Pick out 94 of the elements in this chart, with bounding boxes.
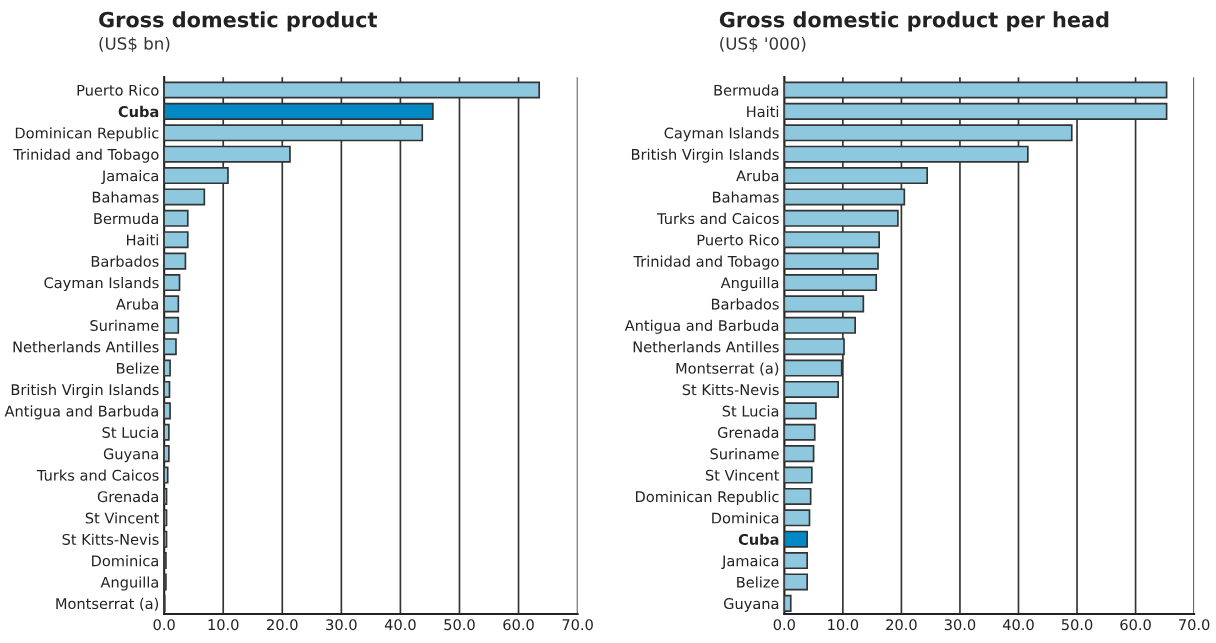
x-tick-label: 20.0 [267, 619, 298, 631]
chart-subtitle: (US$ bn) [99, 36, 170, 53]
y-tick-label: St Vincent [85, 512, 159, 524]
y-tick-label: Anguilla [100, 576, 158, 591]
y-tick-label: Puerto Rico [697, 234, 779, 246]
bar [164, 188, 206, 206]
y-tick-label: Dominican Republic [636, 490, 779, 505]
y-tick-label: Cuba [118, 105, 159, 118]
x-tick-label: 20.0 [886, 619, 917, 631]
y-tick-label: St Lucia [102, 426, 158, 438]
bar [164, 466, 169, 484]
y-tick-label: Suriname [90, 319, 159, 332]
y-tick-label: St Kitts-Nevis [62, 533, 159, 545]
y-tick-label: Trinidad and Tobago [633, 255, 779, 270]
y-tick-label: Jamaica [721, 555, 779, 570]
y-tick-label: Haiti [127, 234, 158, 246]
bar [164, 445, 170, 463]
x-tick-label: 70.0 [1179, 619, 1210, 631]
bar [164, 273, 181, 292]
y-tick-label: Dominica [92, 555, 158, 567]
x-tick-label: 50.0 [444, 619, 475, 631]
bar [164, 209, 189, 227]
bar [784, 466, 813, 484]
y-tick-label: Bermuda [94, 212, 158, 225]
bar [784, 594, 792, 612]
y-tick-label: Antigua and Barbuda [4, 405, 158, 420]
y-tick-label: Belize [737, 576, 779, 588]
bar [784, 402, 817, 420]
x-tick-label: 40.0 [1002, 619, 1034, 631]
y-tick-label: Montserrat (a) [56, 597, 159, 611]
x-tick-label: 30.0 [944, 619, 976, 631]
x-tick-label: 30.0 [326, 619, 357, 631]
y-tick-label: British Virgin Islands [631, 148, 779, 163]
bar [784, 487, 812, 505]
x-tick-label: 60.0 [503, 619, 534, 631]
y-tick-label: Antigua and Barbuda [624, 319, 779, 334]
bar [164, 295, 180, 313]
y-tick-label: Dominica [712, 512, 779, 524]
bar [784, 509, 811, 527]
x-tick-label: 0.0 [773, 619, 795, 631]
y-tick-label: Barbados [91, 255, 159, 267]
bar [784, 445, 815, 463]
y-tick-label: Montserrat (a) [676, 362, 779, 376]
bar [784, 552, 808, 570]
y-tick-label: St Kitts-Nevis [682, 383, 779, 396]
y-tick-label: Suriname [710, 448, 779, 460]
y-tick-label: Belize [117, 362, 159, 374]
x-tick-label: 10.0 [208, 619, 239, 631]
bar [164, 338, 177, 356]
y-tick-label: Guyana [723, 598, 779, 612]
y-tick-label: Aruba [116, 298, 158, 310]
y-tick-label: Bahamas [713, 191, 779, 203]
y-tick-label: Cayman Islands [44, 276, 159, 292]
y-tick-label: Grenada [717, 426, 779, 438]
bar [164, 316, 180, 334]
chart-title: Gross domestic product per head [719, 11, 1109, 32]
y-tick-label: Cuba [738, 533, 779, 545]
x-tick-label: 50.0 [1061, 619, 1093, 631]
bar [164, 423, 170, 441]
y-tick-label: Grenada [97, 490, 158, 503]
y-tick-label: Aruba [736, 170, 779, 182]
chart-title: Gross domestic product [99, 11, 377, 32]
y-tick-label: Barbados [711, 298, 779, 310]
bar [784, 573, 808, 591]
y-tick-label: Bermuda [714, 84, 779, 96]
bar [164, 359, 171, 377]
x-tick-label: 0.0 [153, 619, 175, 631]
bar [784, 530, 808, 548]
y-tick-label: St Vincent [705, 469, 780, 481]
y-tick-label: Haiti [747, 105, 779, 118]
bar [164, 402, 171, 420]
y-tick-label: Guyana [103, 448, 158, 463]
y-tick-label: Jamaica [101, 170, 158, 185]
y-tick-label: Dominican Republic [15, 127, 159, 142]
y-tick-label: Puerto Rico [77, 84, 159, 96]
y-tick-label: Bahamas [92, 191, 159, 203]
bar [784, 423, 816, 441]
bar [164, 231, 189, 249]
bar [784, 380, 840, 398]
chart-subtitle: (US$ '000) [720, 36, 806, 53]
x-tick-label: 40.0 [384, 619, 416, 631]
y-tick-label: Anguilla [720, 276, 779, 292]
y-tick-label: British Virgin Islands [11, 383, 159, 399]
y-tick-label: Netherlands Antilles [13, 341, 159, 353]
y-tick-label: Cayman Islands [664, 127, 779, 142]
y-tick-label: Turks and Caicos [36, 469, 159, 481]
x-tick-label: 10.0 [828, 619, 859, 631]
y-tick-label: Turks and Caicos [657, 212, 779, 225]
y-tick-label: Netherlands Antilles [633, 341, 779, 353]
y-tick-label: Trinidad and Tobago [13, 148, 159, 163]
x-tick-label: 60.0 [1120, 619, 1151, 631]
x-tick-label: 70.0 [562, 619, 593, 631]
y-tick-label: St Lucia [722, 405, 779, 417]
bar [164, 252, 187, 270]
